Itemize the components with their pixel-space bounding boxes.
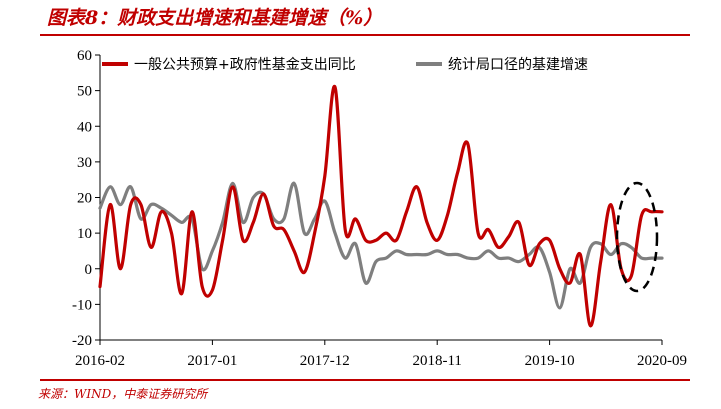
y-tick-label: 10 (77, 226, 92, 242)
y-tick-label: 30 (77, 155, 92, 171)
y-tick-label: 50 (77, 84, 92, 100)
x-tick-label: 2019-10 (525, 353, 575, 369)
legend: 一般公共预算+政府性基金支出同比 统计局口径的基建增速 (102, 56, 588, 73)
y-axis: -20 -10 0 10 20 30 40 50 60 (72, 48, 101, 349)
x-tick-label: 2017-12 (300, 353, 350, 369)
y-tick-label: 60 (77, 48, 92, 64)
source-note: 来源：WIND，中泰证券研究所 (38, 387, 208, 401)
x-tick-label: 2016-02 (75, 353, 125, 369)
highlight-ellipse (615, 181, 659, 293)
series-line-fiscal (98, 85, 664, 328)
y-tick-label: 20 (77, 191, 92, 207)
legend-label-infra: 统计局口径的基建增速 (448, 56, 588, 73)
legend-label-fiscal: 一般公共预算+政府性基金支出同比 (134, 56, 356, 73)
x-tick-label: 2017-01 (187, 353, 237, 369)
figure-title: 图表8：财政支出增速和基建增速（%） (47, 7, 383, 29)
x-tick-label: 2020-09 (637, 353, 687, 369)
y-tick-label: 40 (77, 119, 92, 135)
y-tick-label: -20 (72, 333, 92, 349)
y-tick-label: 0 (85, 262, 93, 278)
x-axis: 2016-02 2017-01 2017-12 2018-11 2019-10 2020-… (75, 339, 687, 369)
series-lines (98, 85, 664, 328)
x-tick-label: 2018-11 (412, 353, 461, 369)
footer-rule (40, 379, 690, 381)
title-rule (40, 34, 690, 36)
y-tick-label: -10 (72, 297, 92, 313)
series-line-infra (98, 181, 664, 310)
